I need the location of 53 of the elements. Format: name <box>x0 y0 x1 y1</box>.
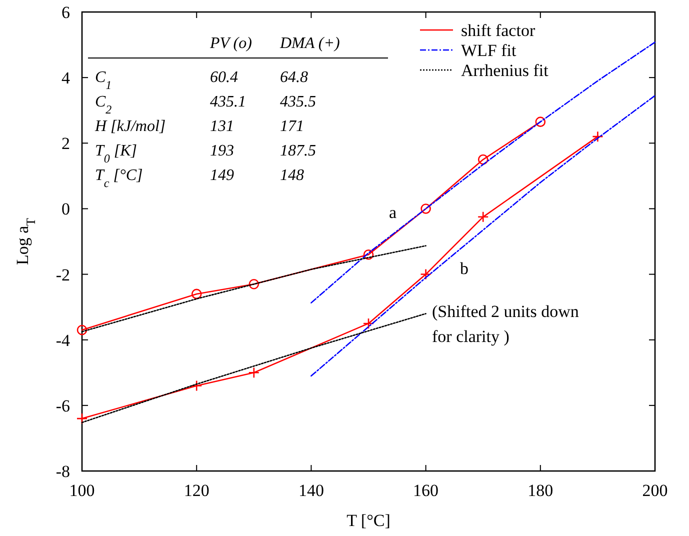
annotation: (Shifted 2 units down <box>432 302 580 321</box>
annotation: a <box>389 203 397 222</box>
annotation: 149 <box>210 167 234 184</box>
y-tick-label: 0 <box>62 200 70 219</box>
point <box>248 278 260 290</box>
point <box>248 366 260 378</box>
point <box>363 249 374 260</box>
annotation: 187.5 <box>280 142 316 160</box>
annotation: 131 <box>210 118 234 135</box>
point <box>477 211 489 223</box>
point <box>592 130 604 142</box>
point <box>362 318 374 330</box>
point <box>420 268 432 280</box>
y-tick-label: 6 <box>62 3 70 22</box>
annotation: 64.8 <box>280 69 308 86</box>
annotation: 60.4 <box>210 69 238 86</box>
x-axis-title: T [°C] <box>346 511 390 530</box>
x-tick-label: 100 <box>69 481 95 500</box>
y-tick-label: -2 <box>56 265 70 284</box>
annotation: PV (o) <box>209 35 252 52</box>
annotation: H [kJ/mol] <box>94 118 166 135</box>
annotation: for clarity ) <box>432 327 510 346</box>
point <box>76 324 88 336</box>
legend-label: WLF fit <box>461 41 517 60</box>
x-tick-label: 120 <box>184 481 210 500</box>
y-tick-label: 4 <box>62 68 70 88</box>
x-tick-label: 140 <box>298 481 324 500</box>
annotation: C$_{2}$ <box>95 94 112 116</box>
x-tick-label: 180 <box>528 481 554 500</box>
point <box>76 412 88 424</box>
annotation: 171 <box>280 118 304 135</box>
legend-label: shift factor <box>461 21 536 40</box>
annotation: T$_{c}$ [°C] <box>95 167 143 190</box>
annotation: 435.1 <box>210 94 246 110</box>
point <box>478 154 488 165</box>
legend-label: Arrhenius fit <box>461 61 549 80</box>
annotation: DMA (+) <box>279 35 340 52</box>
y-tick-label: -8 <box>56 462 70 481</box>
y-tick-label: 2 <box>62 134 70 154</box>
y-tick-label: -6 <box>56 396 70 416</box>
point <box>191 288 202 300</box>
y-tick-label: -4 <box>56 330 70 350</box>
annotation: 148 <box>280 167 304 184</box>
point <box>535 116 546 127</box>
point <box>420 204 431 214</box>
annotation: 193 <box>210 142 234 160</box>
x-tick-label: 160 <box>413 481 439 500</box>
point <box>190 380 202 392</box>
annotation: b <box>460 259 468 278</box>
annotation: C$_{1}$ <box>95 69 112 92</box>
annotation: 435.5 <box>280 94 316 110</box>
x-tick-label: 200 <box>642 481 668 500</box>
annotation: T$_{0}$ [K] <box>95 142 138 166</box>
